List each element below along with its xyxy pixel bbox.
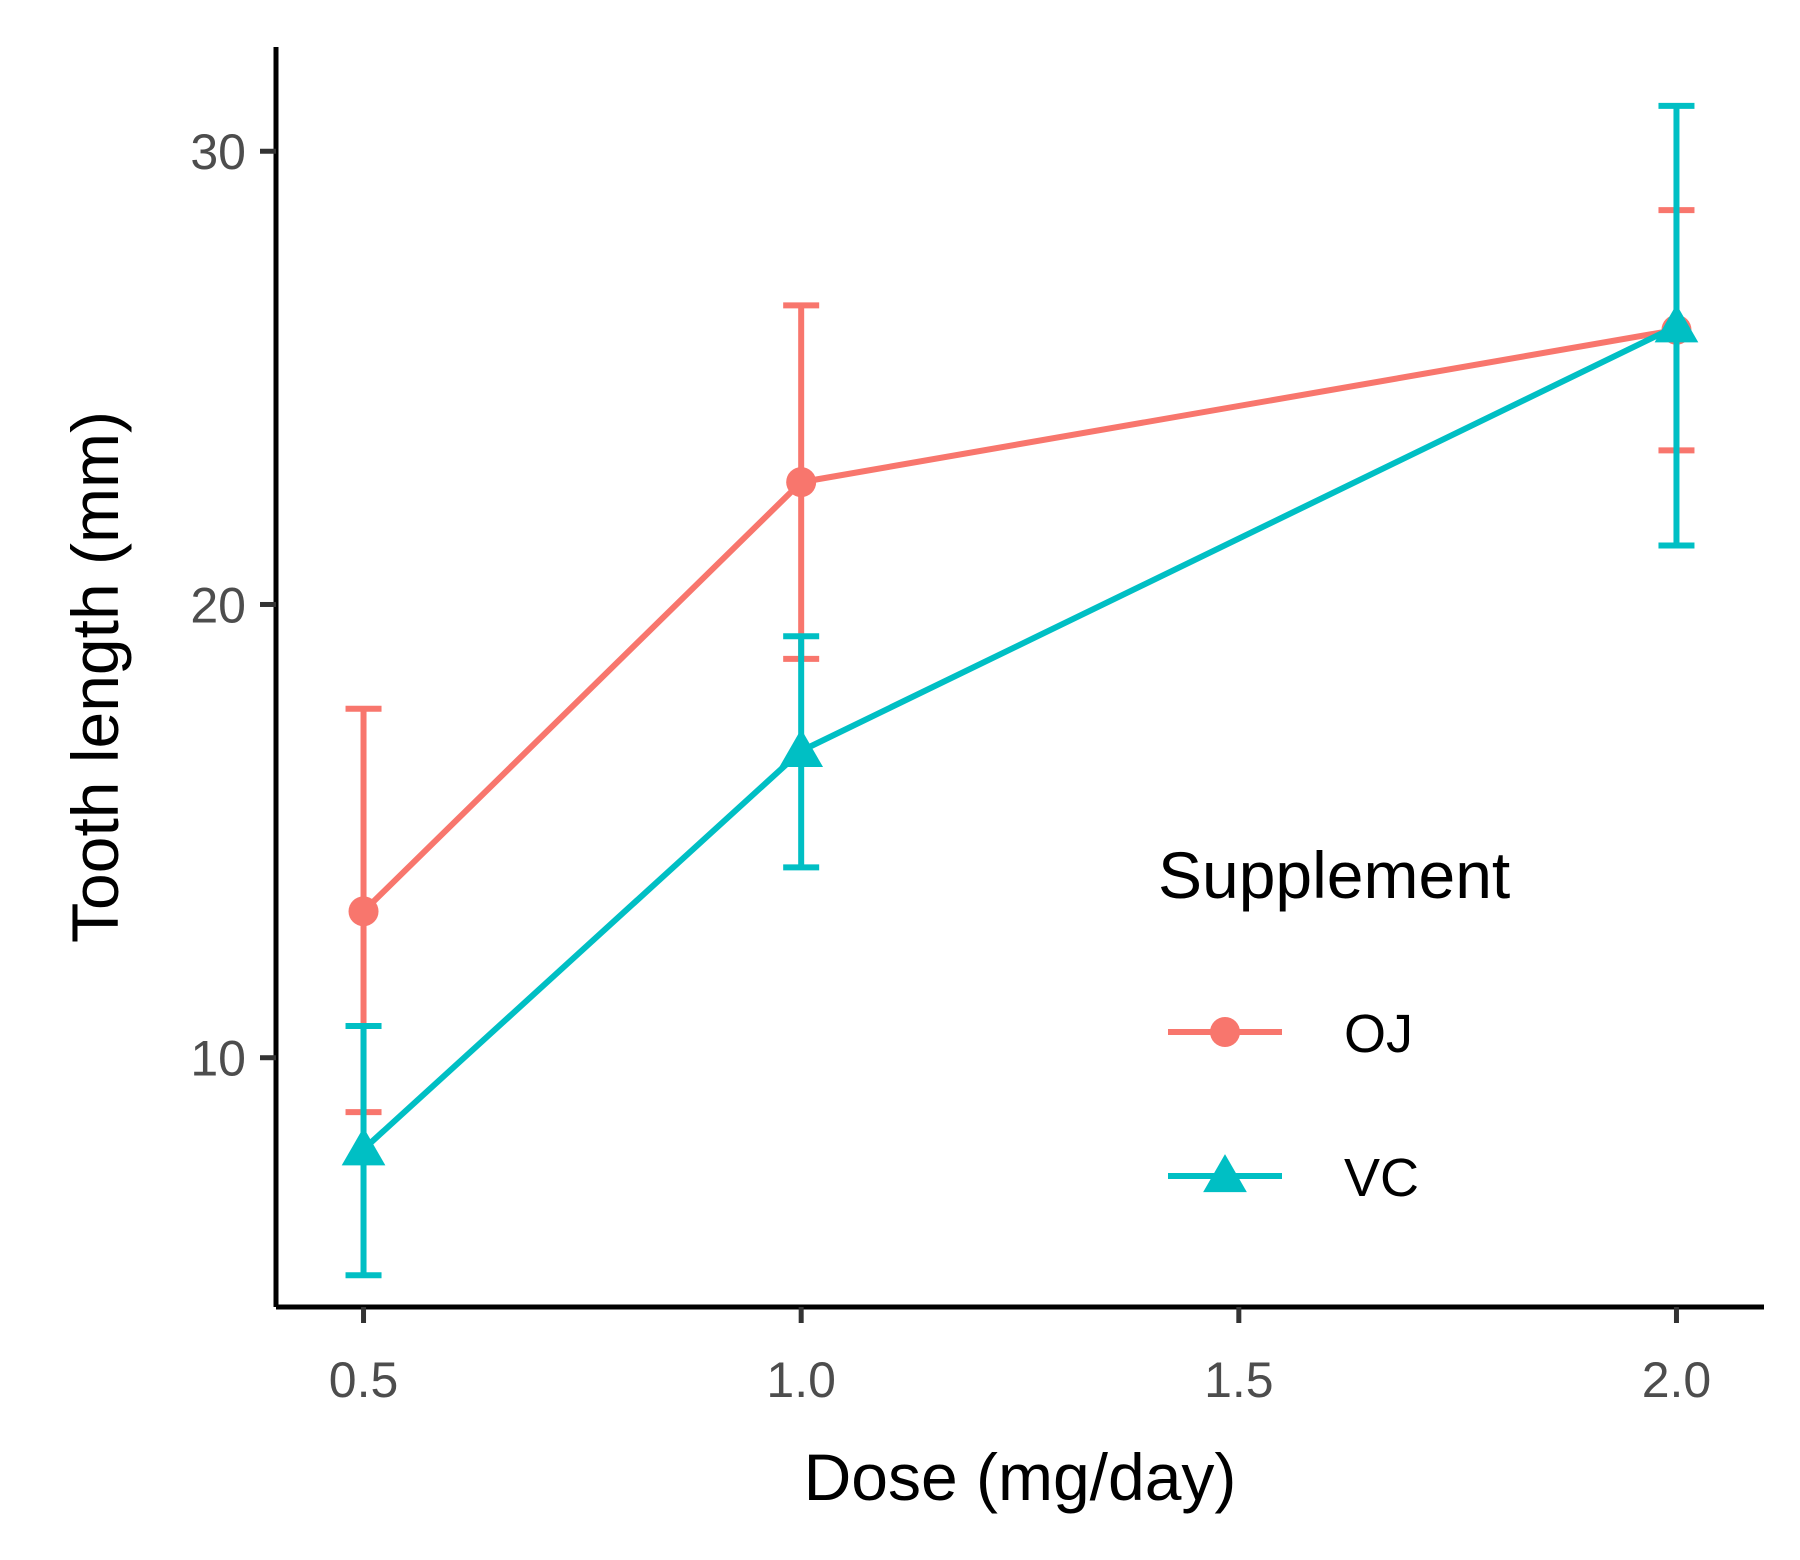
y-tick-label: 10 bbox=[190, 1031, 246, 1087]
x-ticks: 0.5 1.0 1.5 2.0 bbox=[329, 1307, 1711, 1408]
legend: Supplement OJ VC bbox=[1158, 838, 1510, 1208]
data-point bbox=[786, 467, 817, 498]
legend-items: OJ VC bbox=[1168, 1004, 1419, 1208]
series-vc bbox=[341, 102, 1699, 1279]
y-axis-title: Tooth length (mm) bbox=[58, 411, 132, 943]
x-tick-label: 0.5 bbox=[329, 1352, 399, 1408]
legend-key-marker bbox=[1210, 1017, 1240, 1047]
x-tick-label: 2.0 bbox=[1642, 1352, 1712, 1408]
y-ticks: 10 20 30 bbox=[190, 124, 276, 1087]
series-line bbox=[361, 326, 1677, 914]
legend-key-marker bbox=[1203, 1154, 1247, 1193]
plot-area bbox=[341, 102, 1699, 1279]
legend-item-vc: VC bbox=[1168, 1148, 1419, 1208]
x-axis-title: Dose (mg/day) bbox=[804, 1440, 1237, 1514]
x-tick-label: 1.5 bbox=[1204, 1352, 1274, 1408]
legend-item-oj: OJ bbox=[1168, 1004, 1413, 1064]
data-point bbox=[348, 896, 379, 927]
data-point bbox=[779, 729, 824, 768]
series-oj bbox=[345, 207, 1695, 1116]
legend-label: VC bbox=[1344, 1148, 1419, 1208]
data-point bbox=[341, 1127, 386, 1166]
y-tick-label: 20 bbox=[190, 577, 246, 633]
series-line bbox=[361, 323, 1678, 1152]
legend-label: OJ bbox=[1344, 1004, 1413, 1064]
axes: 0.5 1.0 1.5 2.0 10 20 30 bbox=[190, 47, 1764, 1408]
data-point bbox=[1654, 304, 1699, 343]
y-tick-label: 30 bbox=[190, 124, 246, 180]
legend-title: Supplement bbox=[1158, 838, 1510, 912]
x-tick-label: 1.0 bbox=[766, 1352, 836, 1408]
